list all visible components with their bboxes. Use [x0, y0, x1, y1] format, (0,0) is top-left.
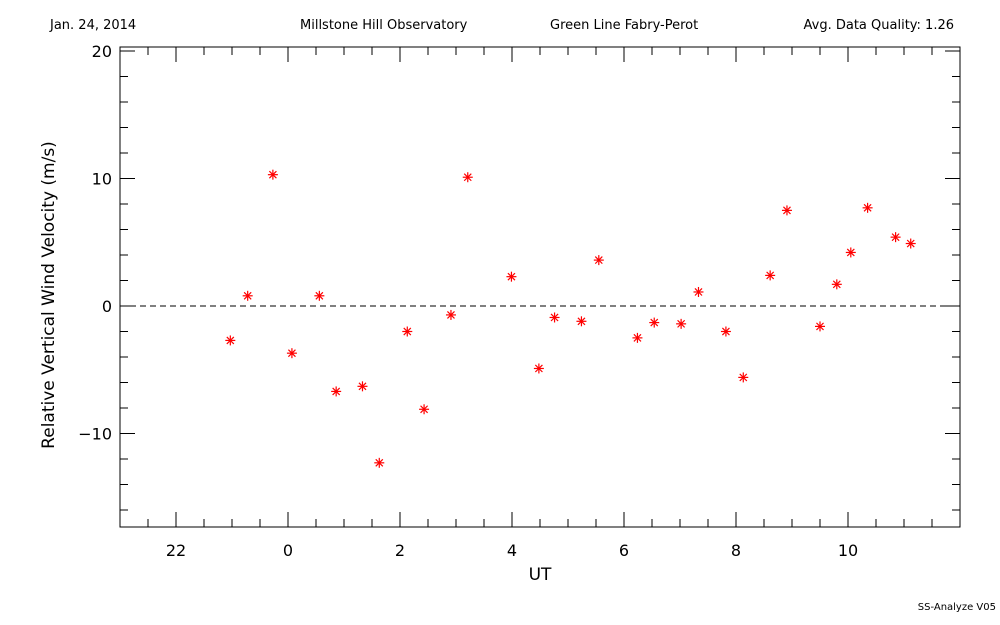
x-tick-label: 6 [619, 541, 629, 560]
y-axis-title: Relative Vertical Wind Velocity (m/s) [39, 141, 59, 449]
data-point [331, 386, 342, 397]
y-tick-label: 10 [92, 170, 112, 189]
x-tick-label: 10 [838, 541, 858, 560]
y-tick-label: −10 [78, 425, 112, 444]
data-point [314, 290, 325, 301]
data-point [815, 321, 825, 332]
data-point [419, 404, 430, 415]
data-point [242, 290, 253, 301]
data-point [632, 332, 643, 343]
data-point [781, 205, 792, 216]
header-instrument: Green Line Fabry-Perot [550, 18, 699, 33]
x-tick-label: 8 [731, 541, 741, 560]
data-point [693, 286, 704, 297]
data-point [462, 172, 473, 183]
x-tick-label: 2 [395, 541, 405, 560]
x-tick-label: 4 [507, 541, 517, 560]
data-point [720, 326, 731, 337]
software-version-footer: SS-Analyze V05 [917, 602, 996, 613]
data-point [593, 255, 604, 266]
data-point [357, 381, 368, 392]
x-tick-label: 22 [166, 541, 186, 560]
data-point [225, 335, 236, 346]
data-point [533, 363, 544, 374]
data-point [649, 317, 660, 328]
data-point [905, 238, 916, 249]
x-axis-title: UT [529, 565, 552, 585]
y-tick-label: 20 [92, 42, 112, 61]
data-point [402, 326, 413, 337]
x-tick-label: 0 [283, 541, 293, 560]
data-point [549, 312, 560, 323]
data-point [676, 318, 687, 329]
data-point [765, 270, 776, 281]
data-point [862, 202, 873, 213]
header-observatory: Millstone Hill Observatory [300, 18, 468, 33]
data-point [445, 309, 456, 320]
y-tick-label: 0 [102, 297, 112, 316]
data-point [374, 457, 385, 468]
data-point [576, 316, 587, 327]
data-point [286, 348, 297, 359]
data-point [738, 372, 749, 383]
data-point [845, 247, 856, 258]
header-date: Jan. 24, 2014 [50, 18, 137, 33]
data-point [506, 271, 517, 282]
data-point [831, 279, 842, 290]
data-point [267, 169, 278, 180]
header-data-quality: Avg. Data Quality: 1.26 [803, 18, 954, 33]
data-point [890, 232, 901, 243]
